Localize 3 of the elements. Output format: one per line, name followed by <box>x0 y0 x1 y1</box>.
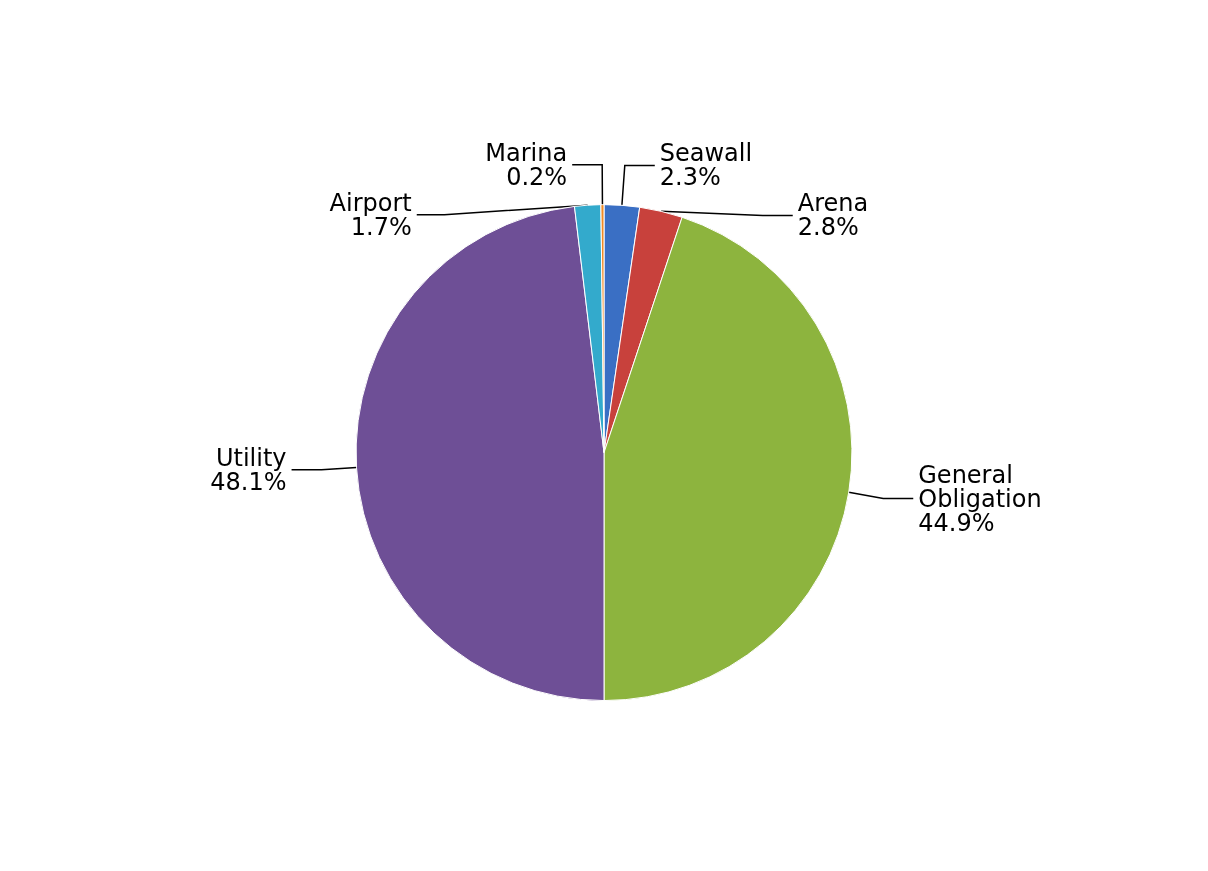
slice-label: Airport <box>329 188 412 217</box>
slice-label: Utility <box>215 443 287 472</box>
slice-label: General Obligation <box>918 460 1042 513</box>
